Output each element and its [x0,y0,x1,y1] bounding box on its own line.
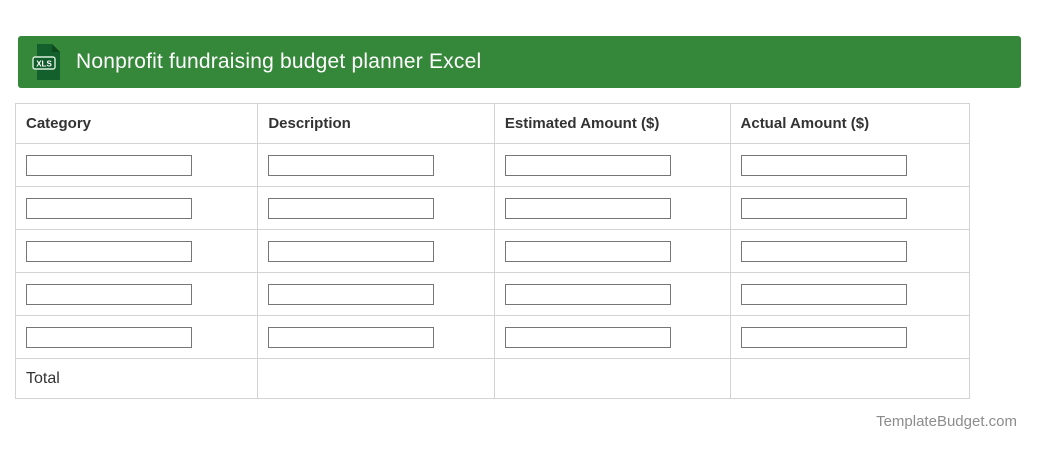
budget-table: Category Description Estimated Amount ($… [14,103,971,399]
description-input-5[interactable] [268,326,435,348]
xls-file-icon: XLS [32,44,60,80]
total-actual-cell [729,358,971,399]
actual-amount-input-1[interactable] [740,154,907,176]
actual-amount-input-2[interactable] [740,197,907,219]
column-header-category: Category [14,103,259,144]
estimated-amount-input-3[interactable] [504,240,671,262]
total-label: Total [14,358,259,399]
total-estimated-cell [493,358,731,399]
actual-amount-input-3[interactable] [740,240,907,262]
description-input-3[interactable] [268,240,435,262]
category-input-2[interactable] [26,197,192,219]
budget-table-container: Category Description Estimated Amount ($… [14,103,971,399]
estimated-amount-input-4[interactable] [504,283,671,305]
table-row [14,315,971,359]
table-row [14,186,971,230]
actual-amount-input-4[interactable] [740,283,907,305]
total-row: Total [14,358,971,399]
description-input-1[interactable] [268,154,435,176]
category-input-5[interactable] [26,326,192,348]
column-header-actual-amount: Actual Amount ($) [729,103,971,144]
total-description-cell [257,358,495,399]
column-header-description: Description [257,103,495,144]
page-title: Nonprofit fundraising budget planner Exc… [76,50,482,73]
table-row [14,229,971,273]
estimated-amount-input-1[interactable] [504,154,671,176]
table-row [14,272,971,316]
category-input-3[interactable] [26,240,192,262]
description-input-4[interactable] [268,283,435,305]
category-input-4[interactable] [26,283,192,305]
table-row [14,143,971,187]
actual-amount-input-5[interactable] [740,326,907,348]
header-row: Category Description Estimated Amount ($… [14,103,971,144]
estimated-amount-input-2[interactable] [504,197,671,219]
template-banner: XLS Nonprofit fundraising budget planner… [18,36,1021,88]
estimated-amount-input-5[interactable] [504,326,671,348]
description-input-2[interactable] [268,197,435,219]
site-credit: TemplateBudget.com [876,413,1017,430]
svg-text:XLS: XLS [36,59,52,68]
column-header-estimated-amount: Estimated Amount ($) [493,103,731,144]
category-input-1[interactable] [26,154,192,176]
